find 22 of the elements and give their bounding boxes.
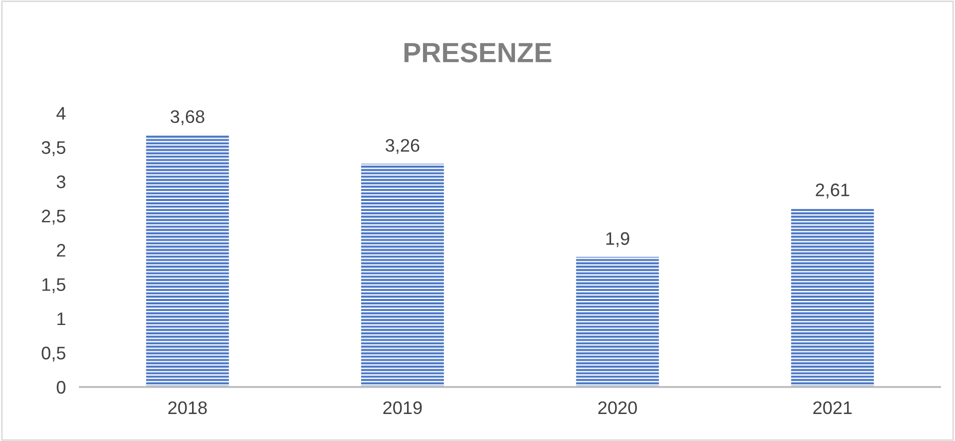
data-label: 3,26 <box>386 139 420 154</box>
data-label: 2,61 <box>816 184 850 198</box>
bar <box>361 164 444 387</box>
y-tick-label: 2,5 <box>42 210 66 225</box>
chart-title: PRESENZE <box>404 42 552 62</box>
y-tick-label: 0,5 <box>42 346 66 362</box>
y-tick-label: 1,5 <box>42 278 66 294</box>
bar <box>576 256 659 387</box>
y-tick-label: 1 <box>57 312 66 326</box>
y-tick-label: 2 <box>56 244 66 257</box>
y-tick-label: 3 <box>56 175 66 188</box>
x-tick-label: 2021 <box>813 401 852 414</box>
x-tick-label: 2019 <box>383 401 422 414</box>
bar <box>791 208 874 387</box>
data-label: 3,68 <box>170 110 204 126</box>
y-tick-label: 4 <box>56 107 66 120</box>
x-tick-label: 2018 <box>168 401 207 414</box>
y-tick-label: 0 <box>56 380 66 394</box>
x-tick-label: 2020 <box>598 401 637 414</box>
data-label: 1,9 <box>606 232 630 248</box>
bar <box>146 134 229 387</box>
y-tick-label: 3,5 <box>42 141 66 156</box>
